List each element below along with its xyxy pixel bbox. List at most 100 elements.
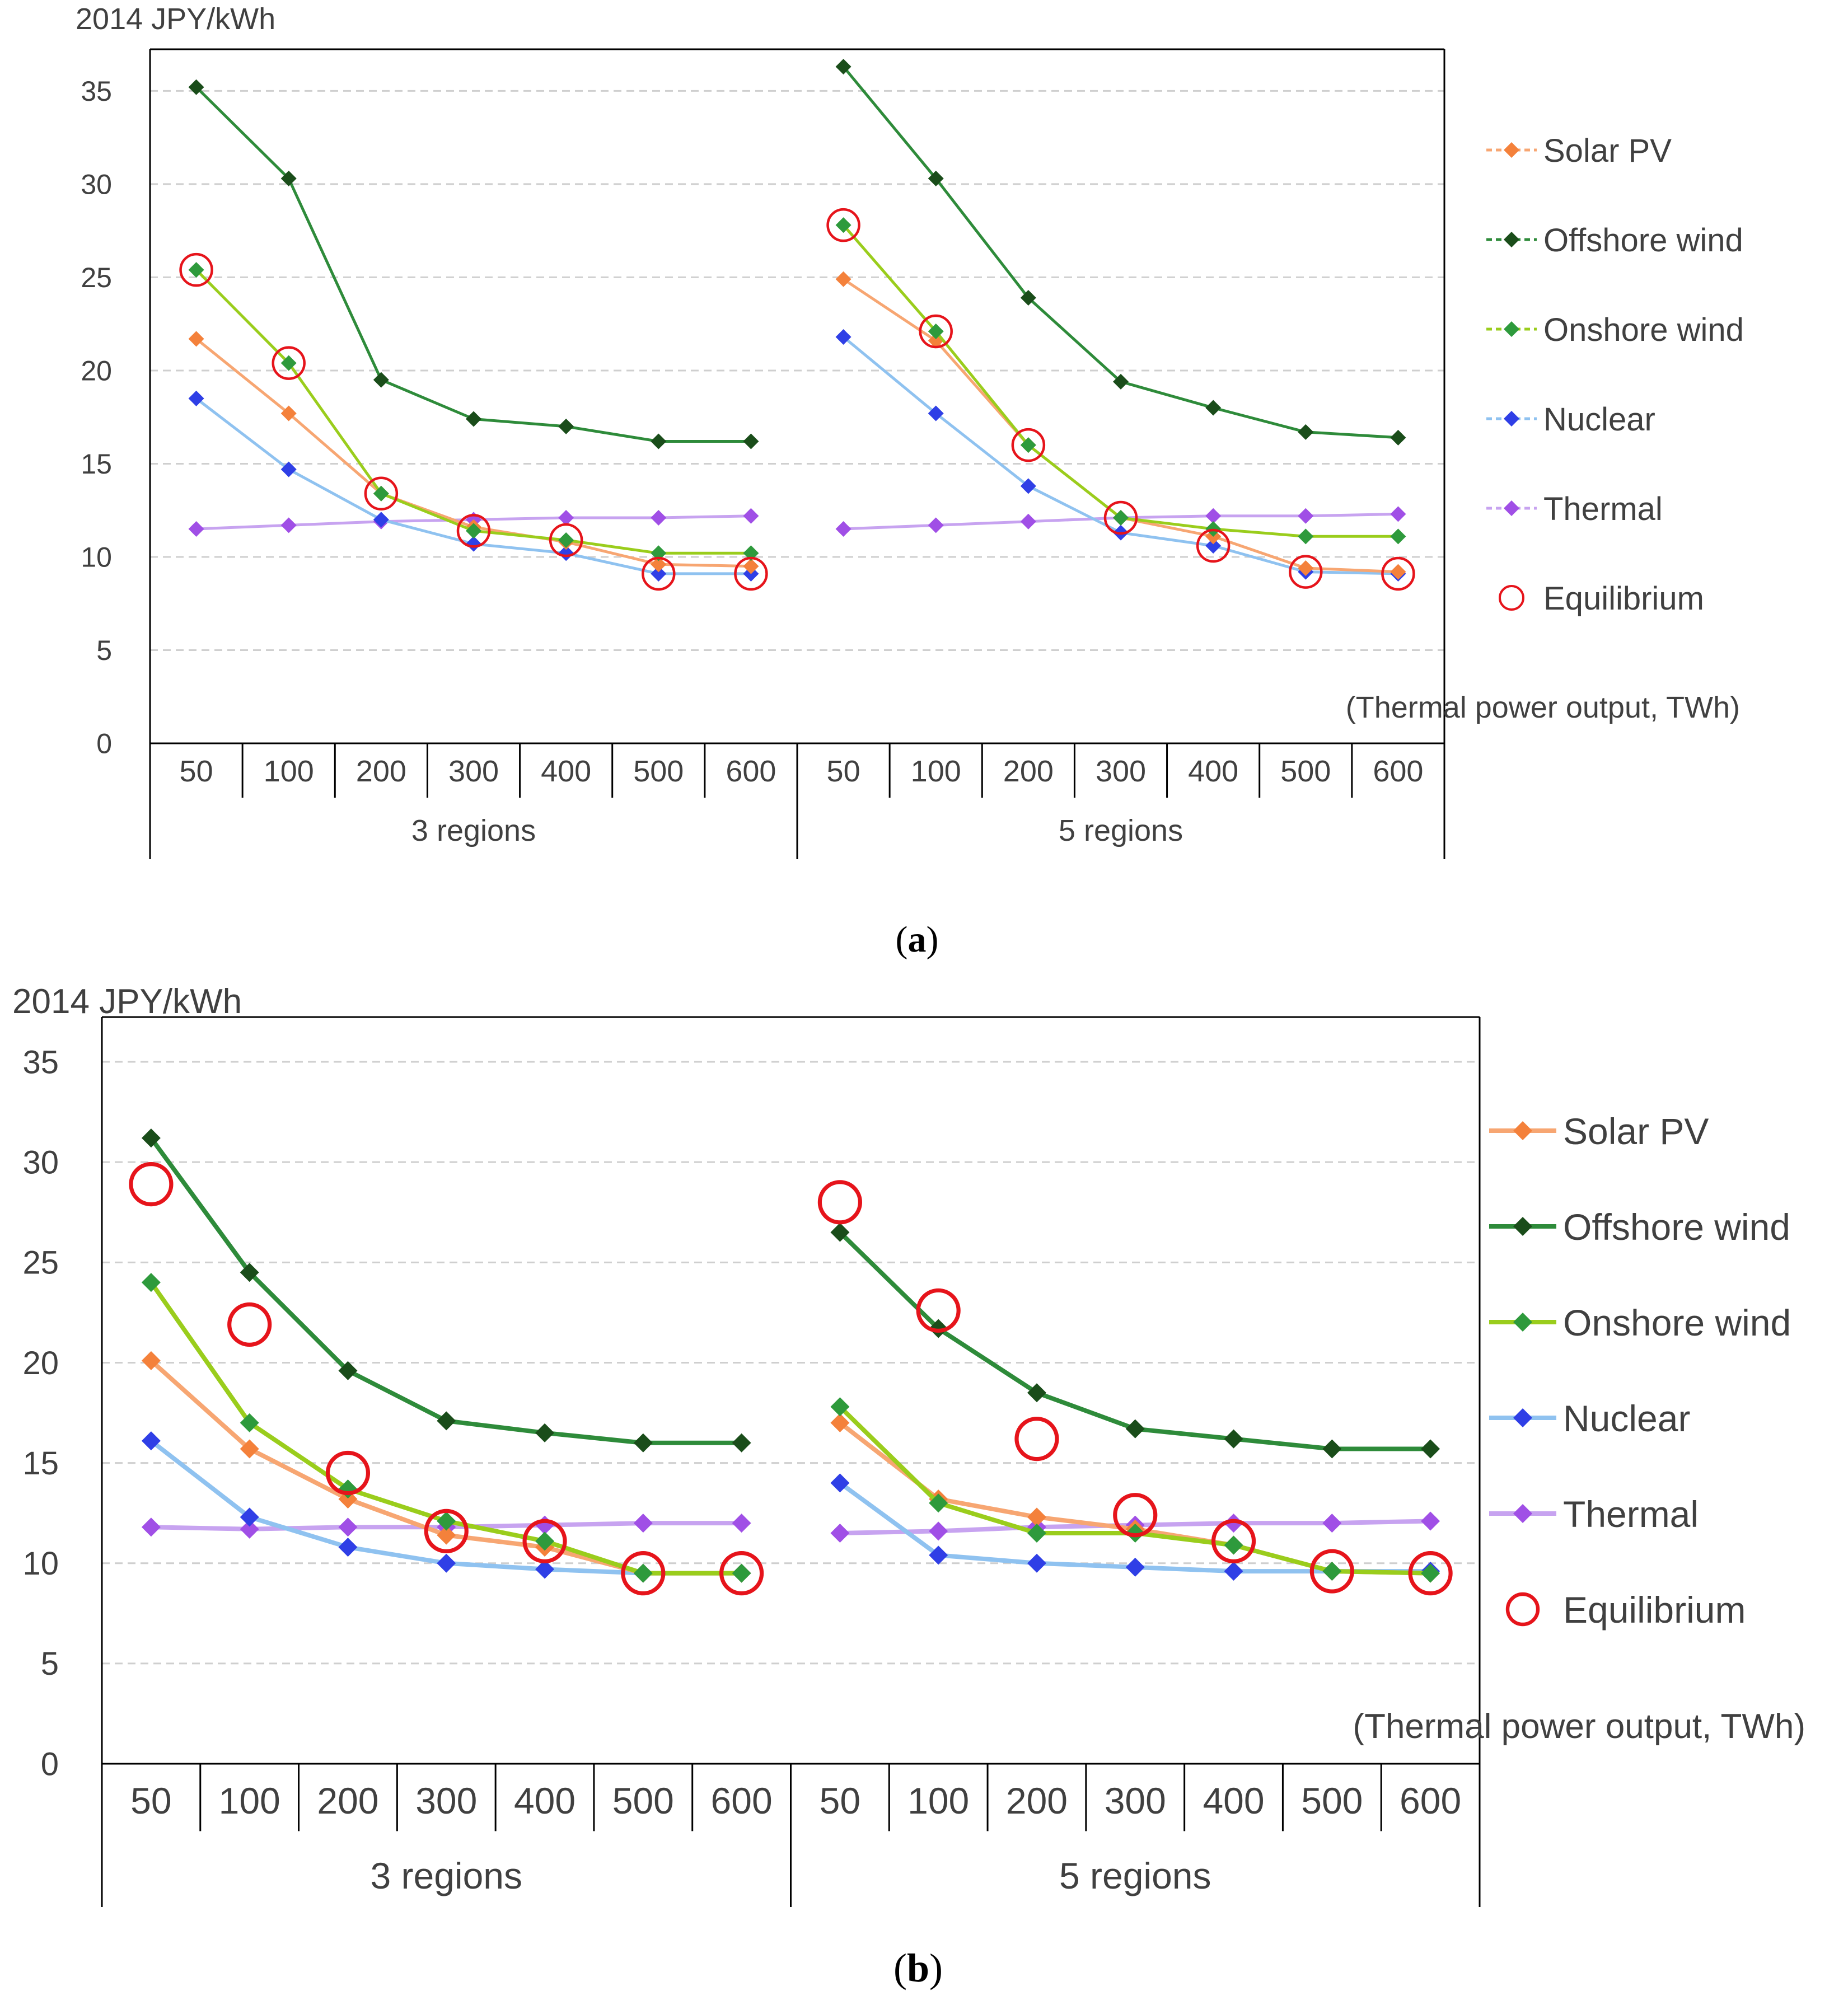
data-point-nuclear xyxy=(1020,478,1036,494)
series-nuclear xyxy=(188,329,1406,582)
equilibrium-point xyxy=(826,208,860,242)
data-point-thermal xyxy=(1224,1514,1243,1533)
series-equilibrium xyxy=(129,1161,1453,1596)
legend-diamond-icon xyxy=(1513,1217,1532,1236)
y-tick-label: 0 xyxy=(96,728,112,760)
legend-item-thermal: Thermal xyxy=(1486,491,1663,527)
data-point-solar xyxy=(240,1439,259,1459)
data-point-offshore xyxy=(633,1433,653,1453)
group-label: 5 regions xyxy=(1059,1855,1211,1896)
data-point-onshore xyxy=(1322,1562,1342,1581)
data-point-nuclear xyxy=(188,390,204,406)
data-point-nuclear xyxy=(280,461,297,477)
data-point-onshore xyxy=(188,262,204,278)
data-point-nuclear xyxy=(466,536,481,552)
data-point-onshore xyxy=(929,1493,948,1513)
data-point-offshore xyxy=(1421,1439,1440,1459)
y-tick-label: 5 xyxy=(41,1646,59,1682)
y-tick-label: 25 xyxy=(81,262,112,293)
x-tick-label: 400 xyxy=(1203,1780,1264,1821)
data-point-offshore xyxy=(1027,1383,1046,1403)
data-point-onshore xyxy=(1298,528,1314,545)
data-point-nuclear xyxy=(929,1545,948,1565)
x-tick-label: 600 xyxy=(1373,755,1423,788)
x-tick-label: 500 xyxy=(633,755,684,788)
x-tick-label: 50 xyxy=(130,1780,171,1821)
legend-diamond-icon xyxy=(1504,500,1519,516)
series-line-offshore xyxy=(838,1230,1431,1451)
equilibrium-point xyxy=(456,514,491,548)
legend-label: Equilibrium xyxy=(1543,580,1704,617)
series-onshore xyxy=(188,217,1406,561)
legend-item-thermal: Thermal xyxy=(1489,1493,1699,1535)
data-point-nuclear xyxy=(373,512,389,528)
x-tick-label: 500 xyxy=(1301,1780,1363,1821)
data-point-solar xyxy=(1027,1507,1046,1527)
equilibrium-point xyxy=(1196,528,1231,563)
equilibrium-point xyxy=(179,252,213,287)
data-point-solar xyxy=(1390,564,1406,580)
data-point-onshore xyxy=(373,485,389,502)
data-point-thermal xyxy=(1020,513,1036,530)
data-point-solar xyxy=(141,1351,161,1370)
data-point-offshore xyxy=(929,1319,948,1338)
legend-label: Offshore wind xyxy=(1563,1206,1790,1248)
data-point-offshore xyxy=(1125,1419,1145,1439)
legend-item-onshore: Onshore wind xyxy=(1489,1302,1791,1343)
x-tick-label: 100 xyxy=(264,755,314,788)
equilibrium-point xyxy=(424,1509,469,1554)
legend-item-nuclear: Nuclear xyxy=(1486,401,1655,438)
data-point-solar xyxy=(651,556,667,573)
data-point-offshore xyxy=(1020,290,1036,306)
x-tick-label: 300 xyxy=(1105,1780,1166,1821)
x-tick-label: 50 xyxy=(180,755,213,788)
data-point-onshore xyxy=(830,1397,850,1417)
data-point-thermal xyxy=(1390,506,1406,522)
x-tick-label: 600 xyxy=(711,1780,773,1821)
x-tick-label: 200 xyxy=(356,755,406,788)
legend-diamond-icon xyxy=(1513,1313,1532,1332)
data-point-nuclear xyxy=(437,1553,456,1573)
x-tick-label: 300 xyxy=(415,1780,477,1821)
equilibrium-point xyxy=(734,556,768,591)
y-tick-label: 30 xyxy=(22,1144,59,1180)
data-point-offshore xyxy=(141,1128,161,1148)
data-point-onshore xyxy=(732,1563,751,1583)
data-point-solar xyxy=(437,1525,456,1545)
data-point-onshore xyxy=(1390,528,1406,545)
equilibrium-point xyxy=(642,556,676,591)
data-point-thermal xyxy=(743,508,759,524)
data-point-offshore xyxy=(835,59,852,75)
legend-label: Thermal xyxy=(1543,491,1663,527)
x-tick-label: 500 xyxy=(612,1780,674,1821)
x-tick-label: 100 xyxy=(907,1780,969,1821)
legend-label: Solar PV xyxy=(1543,133,1672,169)
equilibrium-point xyxy=(272,346,306,380)
data-point-thermal xyxy=(651,510,667,526)
y-tick-label: 10 xyxy=(22,1545,59,1582)
equilibrium-point xyxy=(1408,1551,1453,1596)
series-onshore xyxy=(141,1273,1440,1583)
group-label: 3 regions xyxy=(370,1855,522,1896)
equilibrium-point xyxy=(522,1519,567,1563)
legend-diamond-icon xyxy=(1513,1408,1532,1427)
data-point-offshore xyxy=(558,418,574,434)
group-label: 5 regions xyxy=(1059,814,1183,847)
legend-label: Thermal xyxy=(1563,1493,1699,1535)
legend-item-offshore: Offshore wind xyxy=(1489,1206,1790,1248)
data-point-offshore xyxy=(1113,373,1129,390)
data-point-nuclear xyxy=(835,329,852,345)
legend-label: Nuclear xyxy=(1563,1398,1690,1439)
x-tick-label: 50 xyxy=(827,755,860,788)
y-axis-title: 2014 JPY/kWh xyxy=(76,2,275,36)
legend: Solar PV Offshore wind Onshore wind Nuclear… xyxy=(1486,133,1744,617)
x-tick-label: 100 xyxy=(219,1780,280,1821)
equilibrium-point xyxy=(227,1302,272,1347)
data-point-onshore xyxy=(1027,1523,1046,1543)
y-tick-label: 15 xyxy=(81,448,112,480)
data-point-nuclear xyxy=(141,1431,161,1451)
y-axis-title: 2014 JPY/kWh xyxy=(12,982,242,1021)
data-point-onshore xyxy=(466,523,481,539)
data-point-thermal xyxy=(188,521,204,537)
equilibrium-point xyxy=(1211,1519,1256,1563)
